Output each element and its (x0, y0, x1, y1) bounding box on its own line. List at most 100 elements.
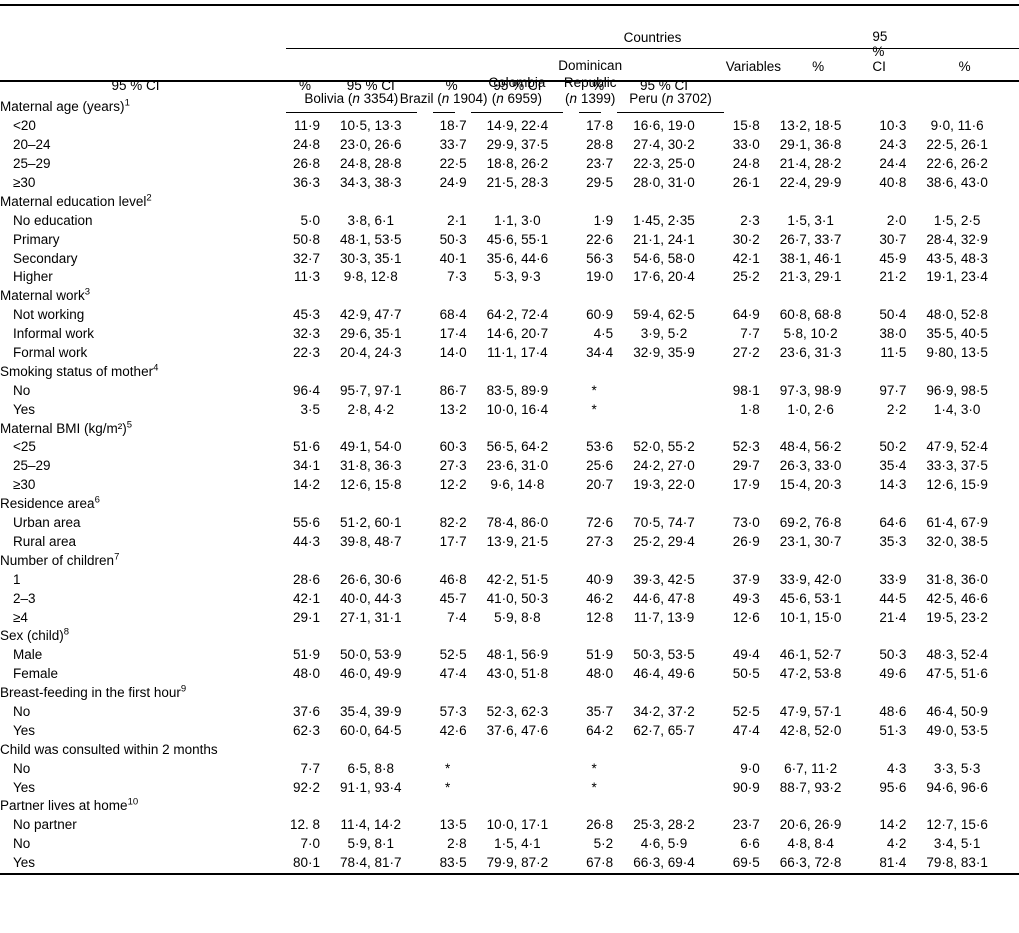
pct-cell-dominican-republic: 69·5 (732, 855, 760, 871)
ci-cell-brazil: 56·5, 64·2 (486, 439, 549, 455)
pct-cell-dominican-republic: 23·7 (732, 817, 760, 833)
n-italic: n (665, 91, 674, 107)
ci-cell-dominican-republic: 46·1, 52·7 (779, 647, 842, 663)
ci-cell-brazil: 43·0, 51·8 (486, 666, 549, 682)
pct-cell-brazil: 45·7 (439, 590, 467, 606)
pct-cell-dominican-republic: 2·3 (740, 212, 760, 228)
ci-cell-brazil: 18·8, 26·2 (486, 156, 549, 172)
section-label-text: Maternal age (years) (0, 99, 125, 115)
pct-cell-peru: 51·3 (879, 722, 907, 738)
row-label: No (13, 382, 31, 398)
header-rule (0, 79, 1019, 88)
ci-cell-brazil: 37·6, 47·6 (486, 722, 549, 738)
section-label-text: Residence area (0, 496, 95, 512)
row-label: Formal work (13, 345, 88, 361)
pct-cell-bolivia: 51·9 (292, 647, 320, 663)
ci-cell-dominican-republic: 5·8, 10·2 (783, 326, 838, 342)
footnote-marker: 5 (126, 419, 133, 431)
ci-cell-bolivia: 50·0, 53·9 (340, 647, 402, 663)
section-label: Smoking status of mother4 (0, 363, 1019, 382)
pct-cell-colombia: 4·5 (593, 326, 614, 342)
ci-cell-dominican-republic: 13·2, 18·5 (779, 118, 842, 134)
pct-cell-colombia: * (591, 779, 597, 795)
pct-cell-colombia: 60·9 (586, 307, 614, 323)
pct-cell-peru: 21·4 (879, 609, 907, 625)
ci-cell-colombia: 50·3, 53·5 (633, 647, 695, 663)
row-label: Male (13, 647, 43, 663)
pct-cell-colombia: 35·7 (586, 703, 614, 719)
pct-cell-brazil: 2·1 (447, 212, 467, 228)
ci-column-header-bolivia: 95 % CI (872, 28, 888, 74)
ci-cell-bolivia: 5·9, 8·1 (347, 836, 395, 852)
pct-cell-colombia: 51·9 (586, 647, 614, 663)
pct-cell-peru: 50·2 (879, 439, 907, 455)
ci-cell-peru: 1·5, 2·5 (933, 212, 981, 228)
ci-cell-colombia: 22·3, 25·0 (633, 156, 695, 172)
ci-cell-brazil: 35·6, 44·6 (486, 250, 549, 266)
ci-cell-peru: 12·6, 15·9 (926, 477, 988, 493)
ci-cell-colombia (617, 779, 726, 798)
ci-cell-bolivia: 46·0, 49·9 (340, 666, 402, 682)
pct-cell-bolivia: 29·1 (292, 609, 320, 625)
pct-cell-brazil: 86·7 (439, 382, 467, 398)
row-label: No (13, 703, 31, 719)
pct-cell-colombia: * (591, 382, 597, 398)
pct-cell-peru: 2·0 (886, 212, 907, 228)
ci-cell-dominican-republic: 22·4, 29·9 (779, 175, 842, 191)
row-label: No (13, 760, 31, 776)
section-label-text: Child was consulted within 2 months (0, 741, 218, 757)
pct-cell-bolivia: 34·1 (292, 458, 320, 474)
pct-cell-dominican-republic: 98·1 (732, 382, 760, 398)
ci-cell-colombia: 24·2, 27·0 (633, 458, 695, 474)
ci-cell-brazil: 48·1, 56·9 (486, 647, 549, 663)
pct-cell-peru: 64·6 (879, 515, 907, 531)
ci-cell-peru: 31·8, 36·0 (926, 571, 988, 587)
ci-cell-dominican-republic: 23·1, 30·7 (779, 533, 842, 549)
pct-cell-dominican-republic: 30·2 (732, 231, 760, 247)
ci-cell-dominican-republic: 33·9, 42·0 (779, 571, 842, 587)
row-label: No (13, 836, 31, 852)
country-n-line: Peru (n 3702) (629, 91, 712, 107)
ci-cell-peru: 22·6, 26·2 (926, 156, 988, 172)
pct-cell-peru: 38·0 (879, 326, 907, 342)
pct-cell-bolivia: 55·6 (292, 515, 320, 531)
row-label: Yes (13, 401, 36, 417)
pct-cell-brazil: 17·7 (439, 533, 467, 549)
ci-cell-peru: 33·3, 37·5 (926, 458, 988, 474)
pct-cell-peru: 45·9 (879, 250, 907, 266)
ci-cell-peru: 46·4, 50·9 (926, 703, 988, 719)
country-n-line: Bolivia (n 3354) (304, 91, 399, 107)
ci-cell-dominican-republic: 42·8, 52·0 (779, 722, 842, 738)
row-label: <20 (13, 118, 36, 134)
country-n-line: (n 1399) (565, 91, 616, 107)
ci-cell-dominican-republic: 26·3, 33·0 (779, 458, 842, 474)
pct-cell-bolivia: 50·8 (292, 231, 320, 247)
pct-cell-peru: 4·3 (886, 760, 907, 776)
pct-cell-brazil: 22·5 (439, 156, 467, 172)
ci-cell-dominican-republic: 21·3, 29·1 (779, 269, 842, 285)
ci-cell-bolivia: 26·6, 30·6 (340, 571, 402, 587)
pct-cell-bolivia: 22·3 (292, 345, 320, 361)
ci-cell-bolivia: 24·8, 28·8 (340, 156, 402, 172)
ci-cell-bolivia: 29·6, 35·1 (340, 326, 402, 342)
section-label-text: Maternal education level (0, 193, 147, 209)
ci-cell-bolivia: 27·1, 31·1 (340, 609, 402, 625)
pct-cell-peru: 35·4 (879, 458, 907, 474)
row-label: No partner (13, 817, 77, 833)
pct-cell-bolivia: 5·0 (300, 212, 320, 228)
ci-cell-bolivia: 91·1, 93·4 (340, 779, 402, 795)
row-label: ≥30 (13, 477, 36, 493)
pct-cell-brazil: 7·3 (447, 269, 467, 285)
ci-cell-brazil: 10·0, 16·4 (486, 401, 549, 417)
row-label: Rural area (13, 533, 77, 549)
pct-cell-bolivia: 11·3 (293, 269, 320, 285)
pct-cell-bolivia: 32·3 (292, 326, 320, 342)
pct-cell-bolivia: 11·9 (293, 118, 320, 134)
pct-cell-peru: 48·6 (879, 703, 907, 719)
section-label: Child was consulted within 2 months (0, 741, 1019, 760)
pct-cell-colombia: 34·4 (586, 345, 614, 361)
ci-cell-brazil: 79·9, 87·2 (486, 855, 549, 871)
pct-cell-dominican-republic: 26·1 (732, 175, 760, 191)
country-header-dominican-republic: Dominican Republic (n 1399) (558, 42, 622, 113)
ci-cell-bolivia: 2·8, 4·2 (347, 401, 395, 417)
